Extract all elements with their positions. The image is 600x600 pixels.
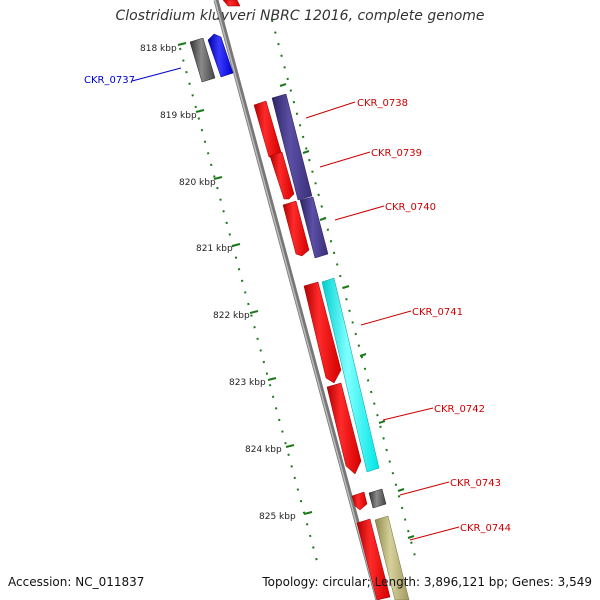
gene-label-0743[interactable]: CKR_0743	[450, 478, 501, 489]
gene-label-0741[interactable]: CKR_0741	[412, 307, 463, 318]
tick-824	[285, 444, 295, 448]
outer-tick	[407, 535, 415, 539]
topology-label: Topology: circular; Length: 3,896,121 bp…	[262, 575, 592, 589]
outer-tick	[378, 420, 386, 424]
kbp-label-819: 819 kbp	[160, 111, 197, 121]
tick-821	[231, 243, 241, 247]
gene-label-0740[interactable]: CKR_0740	[385, 202, 436, 213]
kbp-label-822: 822 kbp	[213, 311, 250, 321]
tick-818	[177, 42, 187, 46]
label-line-0742	[382, 407, 434, 421]
genome-backbone-highlight	[214, 0, 378, 600]
outer-tick	[319, 217, 327, 221]
gene-arrow-top-fragment[interactable]	[222, 0, 241, 7]
kbp-label-821: 821 kbp	[196, 244, 233, 254]
tick-822	[249, 310, 259, 314]
gene-label-0737[interactable]: CKR_0737	[84, 75, 135, 86]
outer-tick	[302, 150, 310, 154]
label-line-0739	[319, 151, 371, 168]
inner-guide-line	[179, 47, 319, 566]
gene-label-0739[interactable]: CKR_0739	[371, 148, 422, 159]
outer-tick	[342, 285, 350, 289]
gene-arrow-red-0739[interactable]	[269, 151, 295, 200]
genome-backbone	[213, 0, 381, 600]
kbp-ticks	[177, 42, 313, 515]
gene-arrow-khaki-0744[interactable]	[374, 515, 410, 600]
gene-arrow-purple-0738[interactable]	[271, 93, 313, 201]
gene-label-0742[interactable]: CKR_0742	[434, 404, 485, 415]
gene-arrow-red-0743[interactable]	[351, 491, 368, 511]
gene-arrow-red-0744[interactable]	[356, 518, 391, 600]
outer-tick	[279, 83, 287, 87]
gene-arrow-blue-0737[interactable]	[207, 33, 234, 78]
gene-arrow-cyan-0741[interactable]	[321, 277, 380, 473]
outer-tick	[397, 488, 405, 492]
tick-819	[195, 109, 205, 113]
outer-ticks	[279, 83, 415, 539]
label-line-0744	[409, 526, 460, 541]
kbp-label-818: 818 kbp	[140, 44, 177, 54]
kbp-label-825: 825 kbp	[259, 512, 296, 522]
kbp-label-823: 823 kbp	[229, 378, 266, 388]
gene-arrow-red-0740[interactable]	[282, 200, 310, 257]
gene-arrow-grey-0737[interactable]	[189, 37, 216, 83]
gene-label-0744[interactable]: CKR_0744	[460, 523, 511, 534]
label-line-0737	[131, 67, 182, 82]
gene-arrow-red-0741[interactable]	[303, 281, 342, 384]
label-line-0741	[360, 310, 412, 326]
gene-arrow-grey-0743[interactable]	[368, 488, 387, 509]
tick-820	[213, 176, 223, 180]
tick-823	[267, 377, 277, 381]
label-line-0740	[334, 205, 385, 221]
gene-arrow-red-0742[interactable]	[326, 382, 362, 475]
kbp-label-820: 820 kbp	[179, 178, 216, 188]
tick-825	[303, 511, 313, 515]
gene-arrow-purple-0740[interactable]	[299, 196, 329, 259]
accession-label: Accession: NC_011837	[8, 575, 145, 589]
map-title: Clostridium kluyveri NBRC 12016, complet…	[115, 8, 485, 24]
kbp-label-824: 824 kbp	[245, 445, 282, 455]
gene-label-0738[interactable]: CKR_0738	[357, 98, 408, 109]
label-line-0743	[399, 481, 450, 496]
outer-tick	[359, 353, 367, 357]
label-line-0738	[305, 101, 356, 119]
